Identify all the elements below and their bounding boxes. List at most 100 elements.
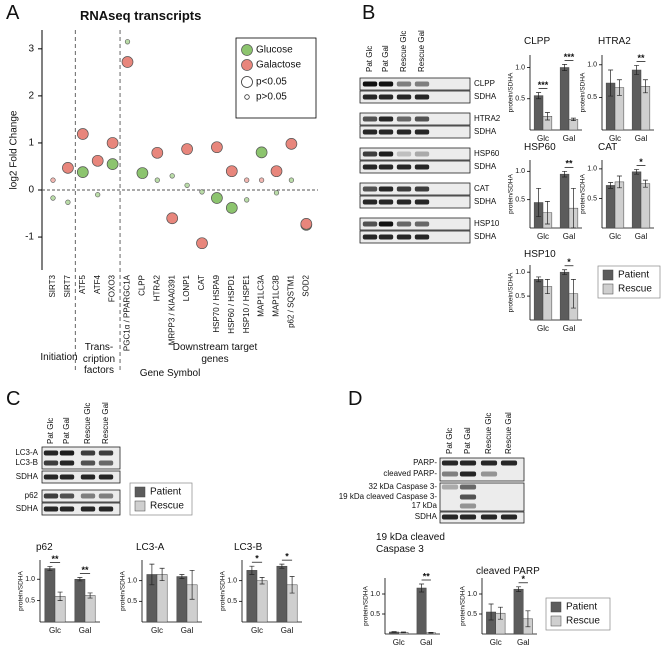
group-label: Downstream target genes [172,342,258,365]
chart-title: HSP10 [524,249,556,260]
error-bar [259,577,265,585]
data-point [211,192,223,204]
x-tick-label: p62 / SQSTM1 [287,274,296,327]
y-tick-label: 1 [28,138,34,149]
blot-band [362,129,378,135]
lane-label: Pat Glc [365,46,374,72]
x-tick-label: Gal [563,324,576,333]
chart-title: HTRA2 [598,36,631,47]
blot-band [362,199,378,205]
x-tick-label: Glc [537,232,549,241]
error-bar [536,92,542,100]
x-axis-label: Gene Symbol [139,368,201,379]
y-tick-label: 0.5 [587,94,597,101]
bar [416,587,427,635]
row-label: SDHA [474,232,497,241]
blot-band [80,460,96,466]
row-label: HSP60 [474,149,500,158]
blot-band [43,450,59,456]
error-bar [642,179,648,188]
data-point [169,173,175,179]
error-bar [419,583,425,593]
chart-title: CLPP [524,36,551,47]
x-tick-label: Gal [281,626,294,635]
row-label: 32 kDa Caspase 3- [369,482,438,491]
data-point [154,177,160,183]
blot-band [459,471,477,477]
bar [559,173,570,229]
blot-band [378,221,394,227]
legend-label: Galactose [256,60,301,71]
data-point [199,189,205,195]
blot-band [414,94,430,100]
y-axis-label: protein/SDHA [580,72,587,112]
blot-band [59,450,75,456]
chart-title: HSP60 [524,142,556,153]
bar [74,578,86,623]
significance-label: * [639,157,643,167]
error-bar [608,182,614,189]
blot-band [414,221,430,227]
lane-label: Rescue Gal [504,412,513,454]
blot-band [378,116,394,122]
blot-band [80,506,96,512]
chart-title: p62 [36,542,53,553]
blot-band [396,151,412,157]
error-bar [562,64,568,71]
data-point [181,143,193,155]
blot-band [459,514,477,520]
x-tick-label: HTRA2 [152,274,161,301]
x-tick-label: Gal [635,134,648,143]
y-axis-label: protein/SDHA [508,173,515,213]
data-point [91,154,104,167]
lane-label: Rescue Gal [417,30,426,72]
blot-band [480,471,498,477]
row-label: cleaved PARP- [383,469,437,478]
row-label: LC3-B [15,458,38,467]
blot-band [414,151,430,157]
y-tick-label: 1.0 [227,578,237,585]
error-bar [544,112,550,121]
error-bar [634,169,640,175]
blot-band [362,151,378,157]
bar [559,67,570,131]
error-bar [562,170,568,178]
row-label: SDHA [16,472,39,481]
blot-band [378,151,394,157]
row-label: CLPP [474,79,495,88]
legend-label: Glucose [256,45,293,56]
error-bar [570,187,576,229]
error-bar [77,577,83,582]
x-tick-label: Glc [393,638,405,647]
data-point [151,146,164,159]
chart-title: 19 kDa cleaved Caspase 3 [376,532,445,555]
legend-size-swatch [241,76,253,88]
x-tick-label: Glc [49,626,61,635]
y-axis-label: protein/SDHA [460,585,467,625]
x-tick-label: Glc [609,232,621,241]
blot-band [80,474,96,480]
lane-label: Pat Glc [445,428,454,454]
error-bar [488,603,494,621]
x-tick-label: Glc [251,626,263,635]
blot-band [414,186,430,192]
panel-letter: A [6,2,20,24]
y-tick-label: 0.5 [515,197,525,204]
legend-swatch [134,486,146,498]
y-axis-label: protein/SDHA [363,585,370,625]
x-tick-label: CLPP [138,275,147,296]
data-point [76,128,89,140]
blot-band [396,234,412,240]
legend-swatch [134,500,146,512]
panel-letter: D [348,388,363,410]
blot-band [414,81,430,87]
legend-label: Patient [566,602,597,613]
blot-band [98,506,114,512]
data-point [166,212,179,225]
error-bar [570,117,576,121]
blot-band [43,460,59,466]
data-point [244,177,250,183]
data-point [65,199,71,205]
bar [614,181,625,229]
